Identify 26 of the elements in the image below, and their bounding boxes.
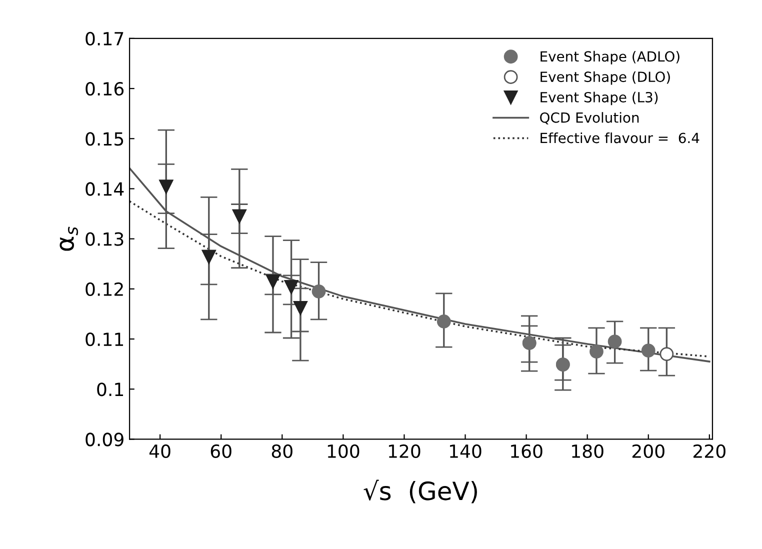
y-tick-label: 0.14: [86, 182, 124, 196]
x-tick-label: 220: [694, 444, 726, 458]
x-tick-label: 200: [632, 444, 664, 458]
x-tick-label: 80: [272, 444, 292, 458]
y-tick-label: 0.12: [86, 282, 123, 296]
x-tick-label: 120: [388, 444, 420, 458]
legend-label: QCD Evolution: [540, 112, 639, 124]
x-tick-label: 40: [149, 444, 170, 458]
y-tick-label: 0.15: [86, 132, 124, 146]
y-tick-label: 0.16: [86, 82, 124, 96]
y-axis-title: α$_{s}$: [60, 226, 78, 251]
y-tick-label: 0.13: [86, 232, 124, 246]
y-tick-label: 0.17: [86, 32, 124, 46]
x-tick-label: 100: [328, 444, 360, 458]
y-tick-label: 0.09: [86, 432, 124, 446]
x-tick-label: 180: [572, 444, 604, 458]
legend-label: Effective flavour = 6.4: [540, 132, 700, 144]
x-tick-label: 160: [511, 444, 542, 458]
y-tick-label: 0.1: [97, 382, 124, 396]
legend-label: Event Shape (L3): [540, 92, 658, 106]
x-tick-label: 60: [210, 444, 232, 458]
y-tick-label: 0.11: [86, 332, 124, 346]
x-axis-title: √s (GeV): [364, 480, 477, 504]
x-tick-label: 140: [450, 444, 482, 458]
legend-label: Event Shape (ADLO): [540, 50, 680, 64]
legend-label: Event Shape (DLO): [540, 71, 670, 85]
